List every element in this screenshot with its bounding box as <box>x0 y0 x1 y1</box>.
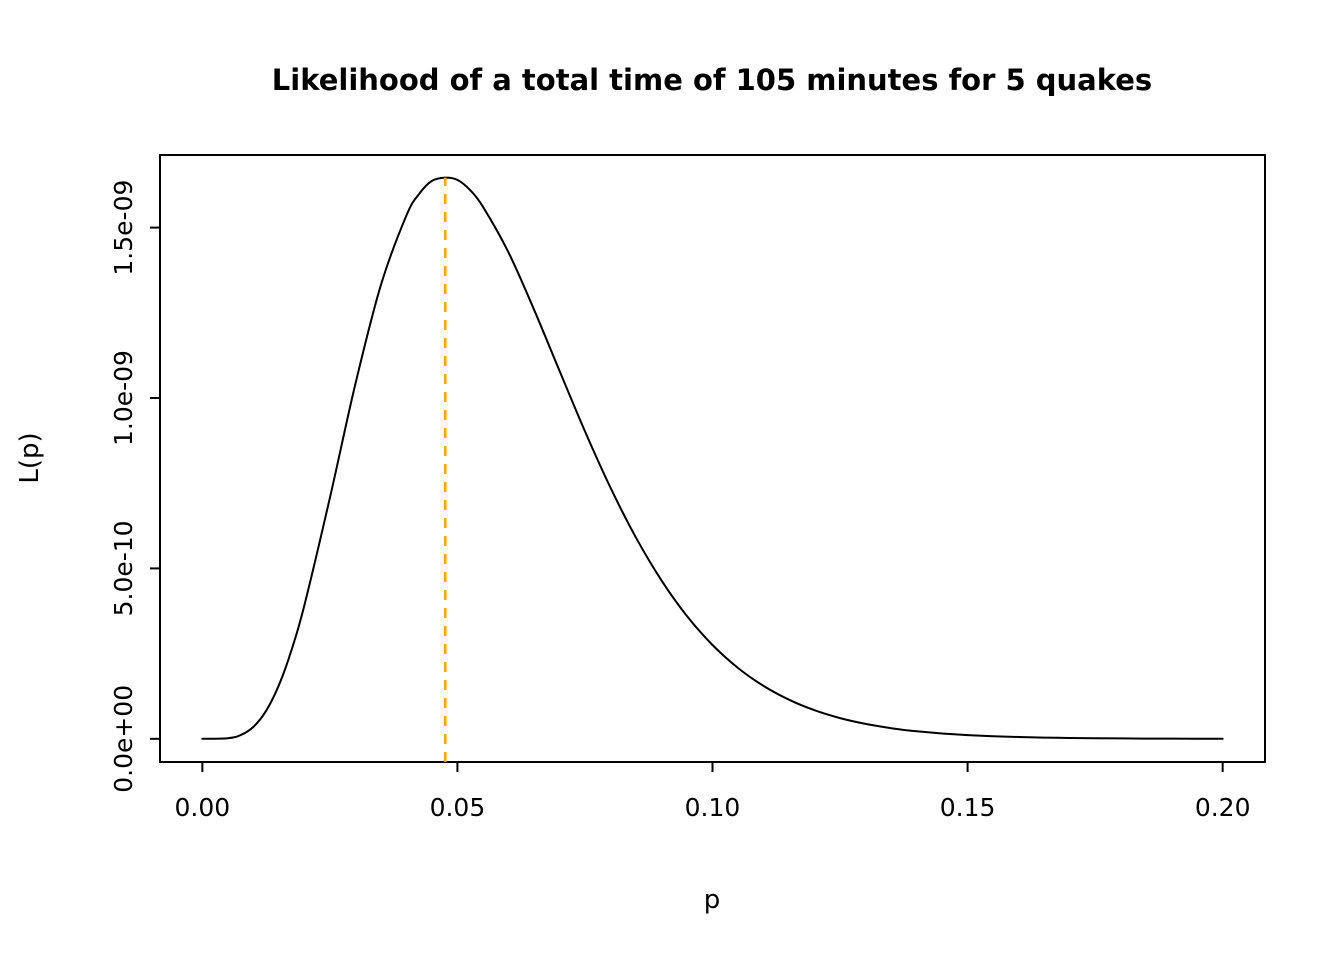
likelihood-curve <box>201 176 1224 740</box>
x-tick-label: 0.05 <box>430 793 486 822</box>
chart-title: Likelihood of a total time of 105 minute… <box>272 63 1152 97</box>
y-axis-label: L(p) <box>15 432 45 483</box>
x-tick-label: 0.10 <box>685 793 741 822</box>
x-axis-label: p <box>704 885 721 915</box>
x-tick-label: 0.15 <box>940 793 996 822</box>
y-tick-label: 1.5e-09 <box>109 180 138 276</box>
plot-box <box>159 154 1266 763</box>
y-tick-label: 1.0e-09 <box>109 350 138 446</box>
y-tick-label: 0.0e+00 <box>109 685 138 793</box>
series-layer <box>201 176 1224 762</box>
axes-layer: 0.00 0.05 0.10 0.15 0.20 0.0e+00 5.0e-10 1.0e-0… <box>109 154 1266 822</box>
x-tick-label: 0.00 <box>175 793 231 822</box>
y-tick-label: 5.0e-10 <box>109 520 138 616</box>
x-tick-label: 0.20 <box>1195 793 1251 822</box>
